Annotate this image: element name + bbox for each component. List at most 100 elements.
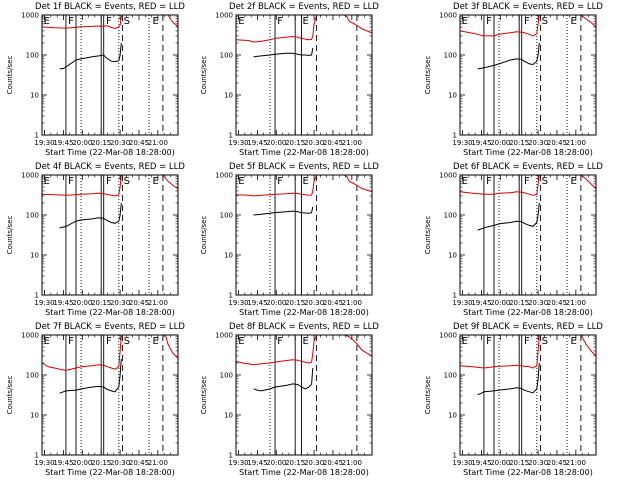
panel-title: Det 1f BLACK = Events, RED = LLD bbox=[35, 2, 185, 12]
plot-frame bbox=[41, 14, 179, 136]
x-tick-label: 20:30 bbox=[528, 299, 548, 307]
series-line-events bbox=[59, 42, 122, 70]
plot-frame bbox=[41, 174, 179, 296]
x-tick-label: 21:00 bbox=[566, 139, 586, 147]
x-tick-label: 21:00 bbox=[148, 459, 168, 467]
series-line-lld bbox=[41, 334, 179, 371]
marker-letter: S bbox=[542, 336, 548, 347]
x-tick-label: 19:45 bbox=[53, 139, 73, 147]
x-tick-label: 20:30 bbox=[110, 139, 130, 147]
marker-letter: E bbox=[462, 16, 468, 27]
y-tick-label: 1 bbox=[35, 132, 39, 140]
y-tick-label: 1 bbox=[229, 132, 233, 140]
marker-letter: F bbox=[524, 16, 530, 27]
y-tick-label: 10 bbox=[448, 92, 457, 100]
x-tick-label: 19:30 bbox=[228, 299, 248, 307]
y-tick-label: 1 bbox=[453, 452, 457, 460]
y-tick-label: 100 bbox=[26, 52, 39, 60]
panel-4: Det 4f BLACK = Events, RED = LLD Counts/s… bbox=[6, 162, 185, 317]
y-tick-label: 1000 bbox=[21, 332, 39, 340]
x-axis-label: Start Time (22-Mar-08 18:28:00) bbox=[45, 468, 175, 477]
y-axis-label: Counts/sec bbox=[6, 216, 14, 255]
y-tick-label: 1000 bbox=[21, 172, 39, 180]
series-line-events bbox=[59, 202, 122, 229]
x-tick-label: 20:00 bbox=[266, 299, 286, 307]
y-tick-label: 1000 bbox=[21, 12, 39, 20]
marker-letter: F bbox=[277, 16, 283, 27]
y-axis-label: Counts/sec bbox=[424, 216, 432, 255]
marker-letter: F bbox=[68, 336, 74, 347]
marker-letter: E bbox=[571, 336, 577, 347]
x-tick-label: 20:15 bbox=[285, 139, 305, 147]
x-tick-label: 19:45 bbox=[471, 139, 491, 147]
x-tick-label: 21:00 bbox=[566, 299, 586, 307]
plot-frame bbox=[459, 14, 597, 136]
plot-frame bbox=[41, 334, 179, 456]
y-tick-label: 1 bbox=[229, 292, 233, 300]
x-tick-label: 20:30 bbox=[528, 459, 548, 467]
panel-title: Det 9f BLACK = Events, RED = LLD bbox=[453, 322, 603, 332]
x-tick-label: 19:45 bbox=[247, 139, 267, 147]
y-tick-label: 1000 bbox=[215, 172, 233, 180]
panel-title: Det 6f BLACK = Events, RED = LLD bbox=[453, 162, 603, 172]
marker-letter: S bbox=[542, 176, 548, 187]
marker-letter: E bbox=[462, 176, 468, 187]
x-tick-label: 19:45 bbox=[247, 299, 267, 307]
x-tick-label: 20:15 bbox=[285, 459, 305, 467]
y-tick-label: 10 bbox=[30, 92, 39, 100]
x-tick-label: 20:00 bbox=[490, 139, 510, 147]
marker-letter: E bbox=[44, 176, 50, 187]
series-line-lld bbox=[235, 334, 373, 366]
x-tick-label: 20:15 bbox=[285, 299, 305, 307]
y-tick-label: 100 bbox=[26, 372, 39, 380]
panel-2: Det 2f BLACK = Events, RED = LLD Counts/s… bbox=[200, 2, 379, 157]
x-tick-label: 19:45 bbox=[471, 299, 491, 307]
y-tick-label: 1 bbox=[229, 452, 233, 460]
x-tick-label: 21:00 bbox=[342, 459, 362, 467]
y-tick-label: 10 bbox=[448, 252, 457, 260]
marker-letter: F bbox=[486, 336, 492, 347]
x-tick-label: 20:00 bbox=[72, 459, 92, 467]
y-axis-label: Counts/sec bbox=[200, 216, 208, 255]
y-tick-label: 100 bbox=[26, 212, 39, 220]
y-tick-label: 10 bbox=[30, 412, 39, 420]
x-axis-label: Start Time (22-Mar-08 18:28:00) bbox=[463, 148, 593, 157]
marker-letter: F bbox=[277, 336, 283, 347]
x-tick-label: 20:00 bbox=[266, 139, 286, 147]
y-tick-label: 100 bbox=[444, 212, 457, 220]
y-axis-label: Counts/sec bbox=[200, 376, 208, 415]
marker-letter: E bbox=[153, 336, 159, 347]
y-tick-label: 100 bbox=[220, 372, 233, 380]
x-tick-label: 20:30 bbox=[304, 139, 324, 147]
series-line-lld bbox=[235, 14, 373, 43]
x-tick-label: 20:45 bbox=[547, 299, 567, 307]
y-axis-label: Counts/sec bbox=[424, 56, 432, 95]
series-line-events bbox=[477, 202, 540, 231]
plot-frame bbox=[459, 174, 597, 296]
marker-letter: E bbox=[302, 176, 308, 187]
marker-letter: E bbox=[44, 16, 50, 27]
panel-title: Det 2f BLACK = Events, RED = LLD bbox=[229, 2, 379, 12]
x-axis-label: Start Time (22-Mar-08 18:28:00) bbox=[45, 308, 175, 317]
y-tick-label: 10 bbox=[224, 252, 233, 260]
marker-letter: F bbox=[106, 16, 112, 27]
series-line-lld bbox=[235, 174, 373, 197]
x-tick-label: 20:00 bbox=[490, 459, 510, 467]
x-tick-label: 21:00 bbox=[148, 139, 168, 147]
x-tick-label: 20:15 bbox=[91, 139, 111, 147]
marker-letter: E bbox=[153, 176, 159, 187]
x-tick-label: 20:15 bbox=[509, 299, 529, 307]
panel-title: Det 3f BLACK = Events, RED = LLD bbox=[453, 2, 603, 12]
x-tick-label: 20:45 bbox=[323, 299, 343, 307]
panel-7: Det 7f BLACK = Events, RED = LLD Counts/s… bbox=[6, 322, 185, 477]
x-tick-label: 21:00 bbox=[342, 299, 362, 307]
x-axis-label: Start Time (22-Mar-08 18:28:00) bbox=[239, 148, 369, 157]
y-tick-label: 100 bbox=[444, 52, 457, 60]
y-tick-label: 1 bbox=[35, 292, 39, 300]
x-axis-label: Start Time (22-Mar-08 18:28:00) bbox=[239, 308, 369, 317]
x-tick-label: 19:30 bbox=[228, 139, 248, 147]
series-line-events bbox=[477, 362, 540, 396]
x-tick-label: 19:45 bbox=[53, 459, 73, 467]
marker-letter: E bbox=[462, 336, 468, 347]
marker-letter: E bbox=[44, 336, 50, 347]
